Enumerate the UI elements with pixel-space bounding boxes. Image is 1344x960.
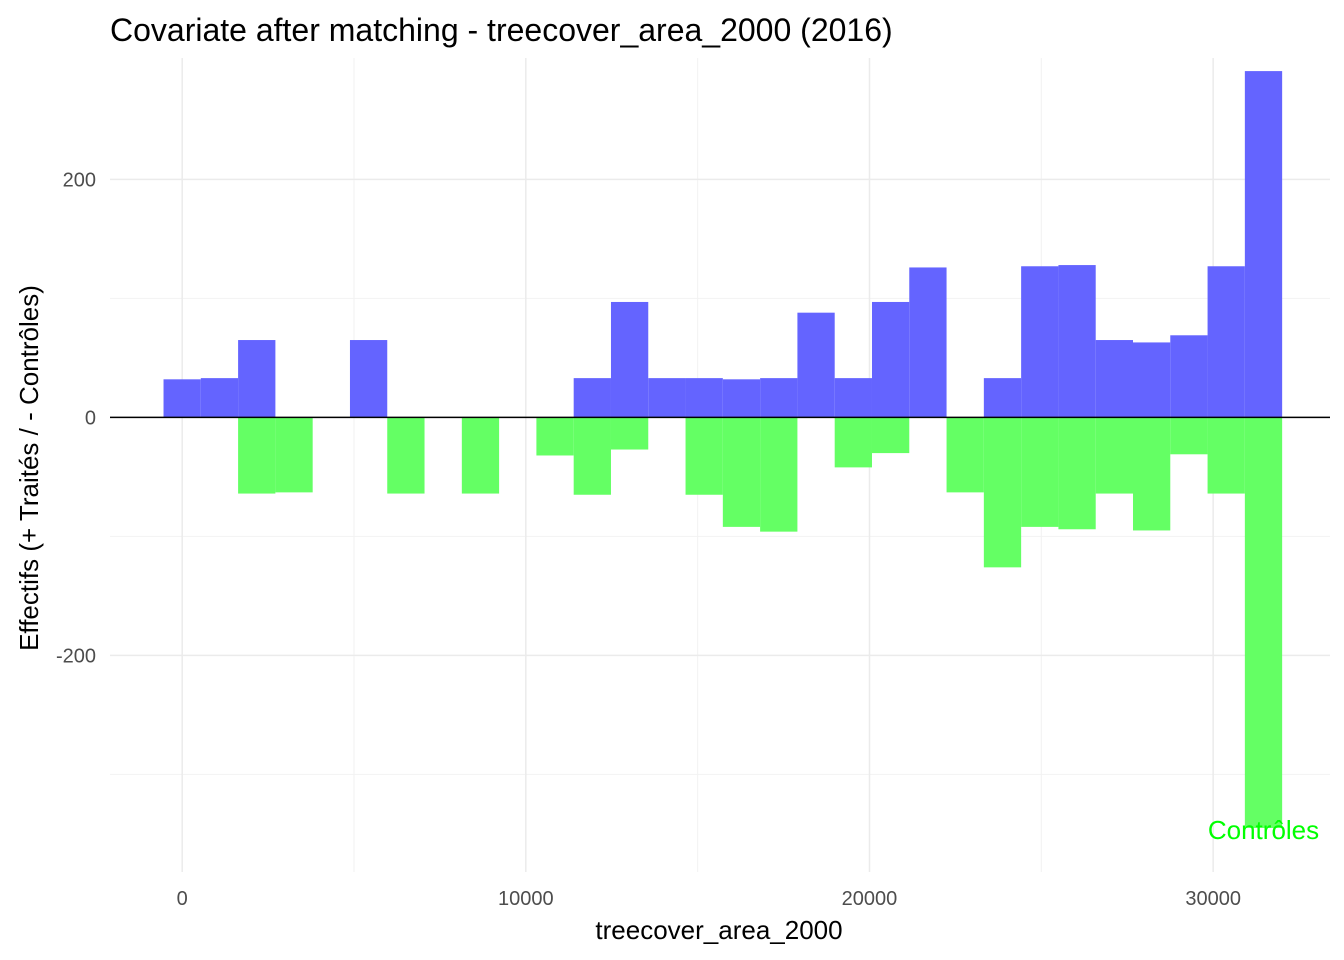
treated-bar	[238, 340, 276, 418]
control-bar	[1132, 417, 1171, 531]
control-bar	[461, 417, 500, 494]
control-bar	[536, 417, 574, 456]
control-bar	[760, 417, 798, 532]
control-bar	[1207, 417, 1245, 494]
chart-title: Covariate after matching - treecover_are…	[110, 12, 893, 48]
treated-bar	[1021, 266, 1059, 418]
treated-bar	[1170, 335, 1208, 418]
treated-bar	[834, 378, 872, 418]
treated-bar	[573, 378, 611, 418]
treated-bar	[1244, 71, 1283, 418]
control-bar	[275, 417, 313, 493]
treated-bars	[163, 71, 1283, 418]
control-bar	[834, 417, 872, 468]
control-bar	[610, 417, 649, 450]
x-tick-label: 30000	[1185, 888, 1241, 910]
annotation-label: Contrôles	[1208, 815, 1319, 845]
treated-bar	[648, 378, 686, 418]
treated-bar	[349, 340, 388, 418]
treated-bar	[909, 267, 947, 418]
treated-bar	[1095, 340, 1133, 418]
annotations: Contrôles	[1208, 815, 1319, 845]
control-bar	[1058, 417, 1096, 530]
x-tick-label: 0	[177, 888, 188, 910]
control-bar	[871, 417, 910, 454]
x-tick-label: 10000	[498, 888, 554, 910]
treated-bar	[685, 378, 723, 418]
treated-bar	[760, 378, 798, 418]
y-tick-label: 200	[63, 169, 96, 191]
treated-bar	[200, 378, 239, 418]
treated-bar	[1132, 342, 1171, 418]
treated-bar	[163, 379, 201, 418]
control-bar	[238, 417, 276, 494]
treated-bar	[722, 379, 761, 418]
y-axis-tick-labels: -200 0 200	[56, 169, 96, 667]
control-bar	[1170, 417, 1208, 455]
control-bar	[946, 417, 984, 493]
treated-bar	[610, 301, 649, 418]
control-bar	[387, 417, 425, 494]
control-bar	[1244, 417, 1283, 828]
control-bar	[1021, 417, 1059, 527]
y-tick-label: 0	[85, 407, 96, 429]
x-tick-label: 20000	[842, 888, 898, 910]
treated-bar	[1058, 265, 1096, 418]
treated-bar	[983, 378, 1022, 418]
treated-bar	[1207, 266, 1245, 418]
x-axis-tick-labels: 0 10000 20000 30000	[177, 888, 1241, 910]
control-bars	[238, 417, 1283, 828]
control-bar	[1095, 417, 1133, 494]
control-bar	[685, 417, 723, 495]
treated-bar	[797, 312, 835, 418]
control-bar	[983, 417, 1022, 568]
control-bar	[573, 417, 611, 495]
control-bar	[722, 417, 761, 527]
treated-bar	[871, 301, 910, 418]
y-axis-title: Effectifs (+ Traités / - Contrôles)	[14, 285, 44, 651]
x-axis-title: treecover_area_2000	[595, 915, 842, 945]
y-tick-label: -200	[56, 645, 96, 667]
